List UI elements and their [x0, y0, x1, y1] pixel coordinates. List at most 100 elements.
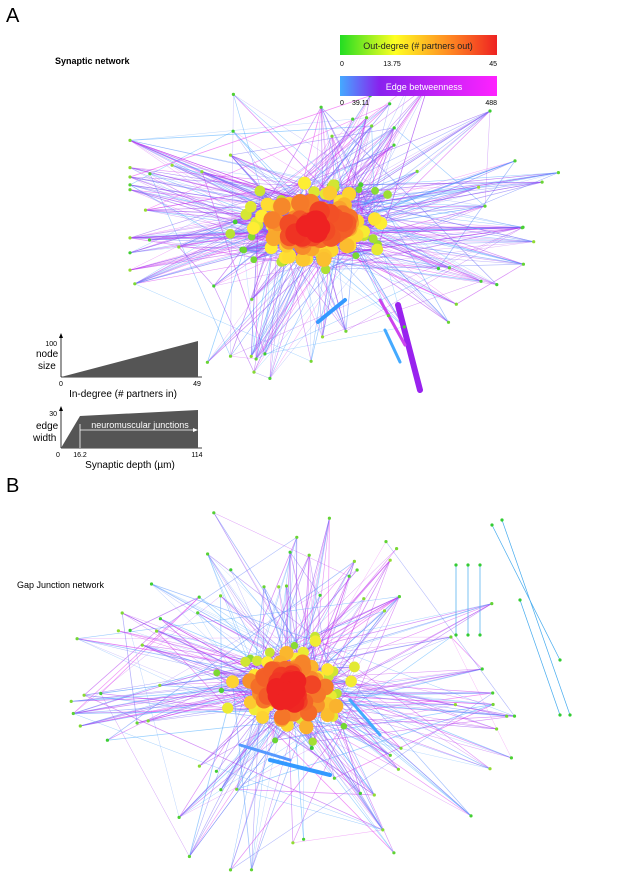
betweenness-label: Edge betweenness: [386, 82, 463, 92]
synaptic-network-nodes: [128, 84, 561, 380]
synaptic-edge: [253, 371, 270, 379]
synaptic-node: [415, 169, 419, 173]
synaptic-node: [247, 232, 256, 241]
synaptic-node: [371, 243, 384, 256]
node-size-xtick-0: 0: [59, 381, 63, 388]
betweenness-tick-2: 488: [485, 100, 497, 107]
gap-junction-node: [295, 535, 299, 539]
synaptic-node: [392, 143, 396, 147]
gap-junction-node: [277, 585, 281, 589]
betweenness-tick-1: 39.11: [352, 100, 369, 107]
synaptic-node: [231, 92, 235, 96]
gap-junction-edge: [160, 618, 266, 679]
synaptic-edge: [230, 227, 523, 357]
gap-junction-node: [135, 721, 139, 725]
gap-junction-thick-edge: [238, 743, 292, 762]
synaptic-edge: [371, 125, 375, 220]
synaptic-edge: [129, 247, 272, 271]
gap-junction-node: [381, 828, 385, 832]
gap-junction-node: [252, 655, 263, 666]
gap-junction-edge: [292, 596, 400, 843]
gap-junction-node: [140, 643, 144, 647]
synaptic-edge: [255, 267, 450, 360]
edge-width-ymax: 30: [49, 411, 57, 418]
synaptic-edge: [356, 103, 390, 236]
gap-junction-node: [197, 595, 201, 599]
gap-junction-edge: [73, 595, 221, 714]
edge-width-ylabel-1: edge: [36, 421, 59, 432]
gap-junction-node: [352, 559, 356, 564]
gap-junction-node: [320, 708, 335, 723]
gap-junction-edge: [178, 704, 318, 818]
gap-junction-node: [490, 602, 494, 606]
synaptic-node: [128, 183, 132, 187]
synaptic-network-graph: [128, 84, 561, 393]
synaptic-node: [128, 236, 132, 240]
synaptic-edge: [129, 95, 371, 178]
synaptic-node: [488, 109, 492, 113]
synaptic-edge: [178, 246, 215, 287]
synaptic-node: [291, 194, 310, 213]
gap-junction-node: [71, 711, 75, 716]
gap-junction-edge: [230, 595, 321, 871]
synaptic-edge: [438, 227, 524, 269]
gap-junction-edge: [257, 603, 492, 662]
gap-junction-node: [288, 550, 292, 554]
gap-junction-node: [120, 611, 124, 615]
gap-junction-node: [105, 738, 109, 742]
gap-junction-node: [158, 683, 162, 688]
gap-junction-edge: [151, 583, 316, 642]
gap-junction-edge: [328, 676, 402, 749]
synaptic-edge: [230, 356, 257, 360]
synaptic-node: [520, 226, 524, 230]
gap-junction-node: [518, 598, 522, 602]
gap-junction-edge: [289, 552, 321, 596]
synaptic-thick-edge: [316, 298, 347, 324]
synaptic-node: [540, 180, 544, 184]
synaptic-edge: [331, 110, 491, 232]
gap-junction-edge: [73, 713, 383, 831]
gap-junction-node: [466, 563, 470, 567]
synaptic-node: [316, 251, 332, 267]
gap-junction-node: [219, 788, 223, 792]
betweenness-color-legend: Edge betweenness 0 39.11 488: [340, 76, 497, 107]
synaptic-edge: [134, 283, 312, 362]
synaptic-node: [260, 197, 275, 212]
gap-junction-edge: [232, 681, 252, 870]
gap-junction-node: [302, 837, 306, 841]
synaptic-node: [147, 238, 152, 242]
synaptic-node: [402, 325, 406, 329]
gap-junction-node: [249, 868, 254, 872]
synaptic-edge: [374, 190, 449, 323]
synaptic-node: [254, 357, 258, 361]
edge-width-ramp: [61, 410, 198, 448]
synaptic-edge: [269, 244, 378, 379]
synaptic-node: [436, 266, 440, 271]
gap-junction-edge: [100, 693, 190, 857]
gap-junction-node: [478, 633, 482, 637]
gap-junction-edge: [156, 537, 297, 632]
synaptic-node: [128, 268, 132, 272]
synaptic-node: [355, 186, 363, 194]
gap-junction-node: [318, 593, 322, 597]
synaptic-edge: [264, 261, 286, 354]
gap-junction-node: [347, 574, 351, 578]
gap-junction-node: [397, 595, 401, 599]
gap-junction-node: [321, 663, 334, 676]
synaptic-node: [128, 166, 132, 170]
gap-junction-node: [272, 737, 279, 744]
synaptic-node: [322, 185, 338, 201]
edge-width-ylabel-2: width: [32, 433, 56, 444]
gap-junction-node: [500, 518, 504, 522]
synaptic-edge: [286, 245, 312, 362]
gap-junction-node: [219, 594, 223, 598]
gap-junction-edge: [83, 694, 383, 831]
synaptic-edge: [149, 173, 260, 192]
synaptic-edge: [344, 110, 491, 206]
edge-width-xtick-2: 114: [191, 452, 202, 459]
gap-junction-node: [229, 568, 233, 572]
synaptic-node: [556, 171, 561, 175]
synaptic-node: [205, 360, 209, 364]
nmj-label: neuromuscular junctions: [91, 420, 189, 430]
synaptic-node: [320, 264, 331, 275]
